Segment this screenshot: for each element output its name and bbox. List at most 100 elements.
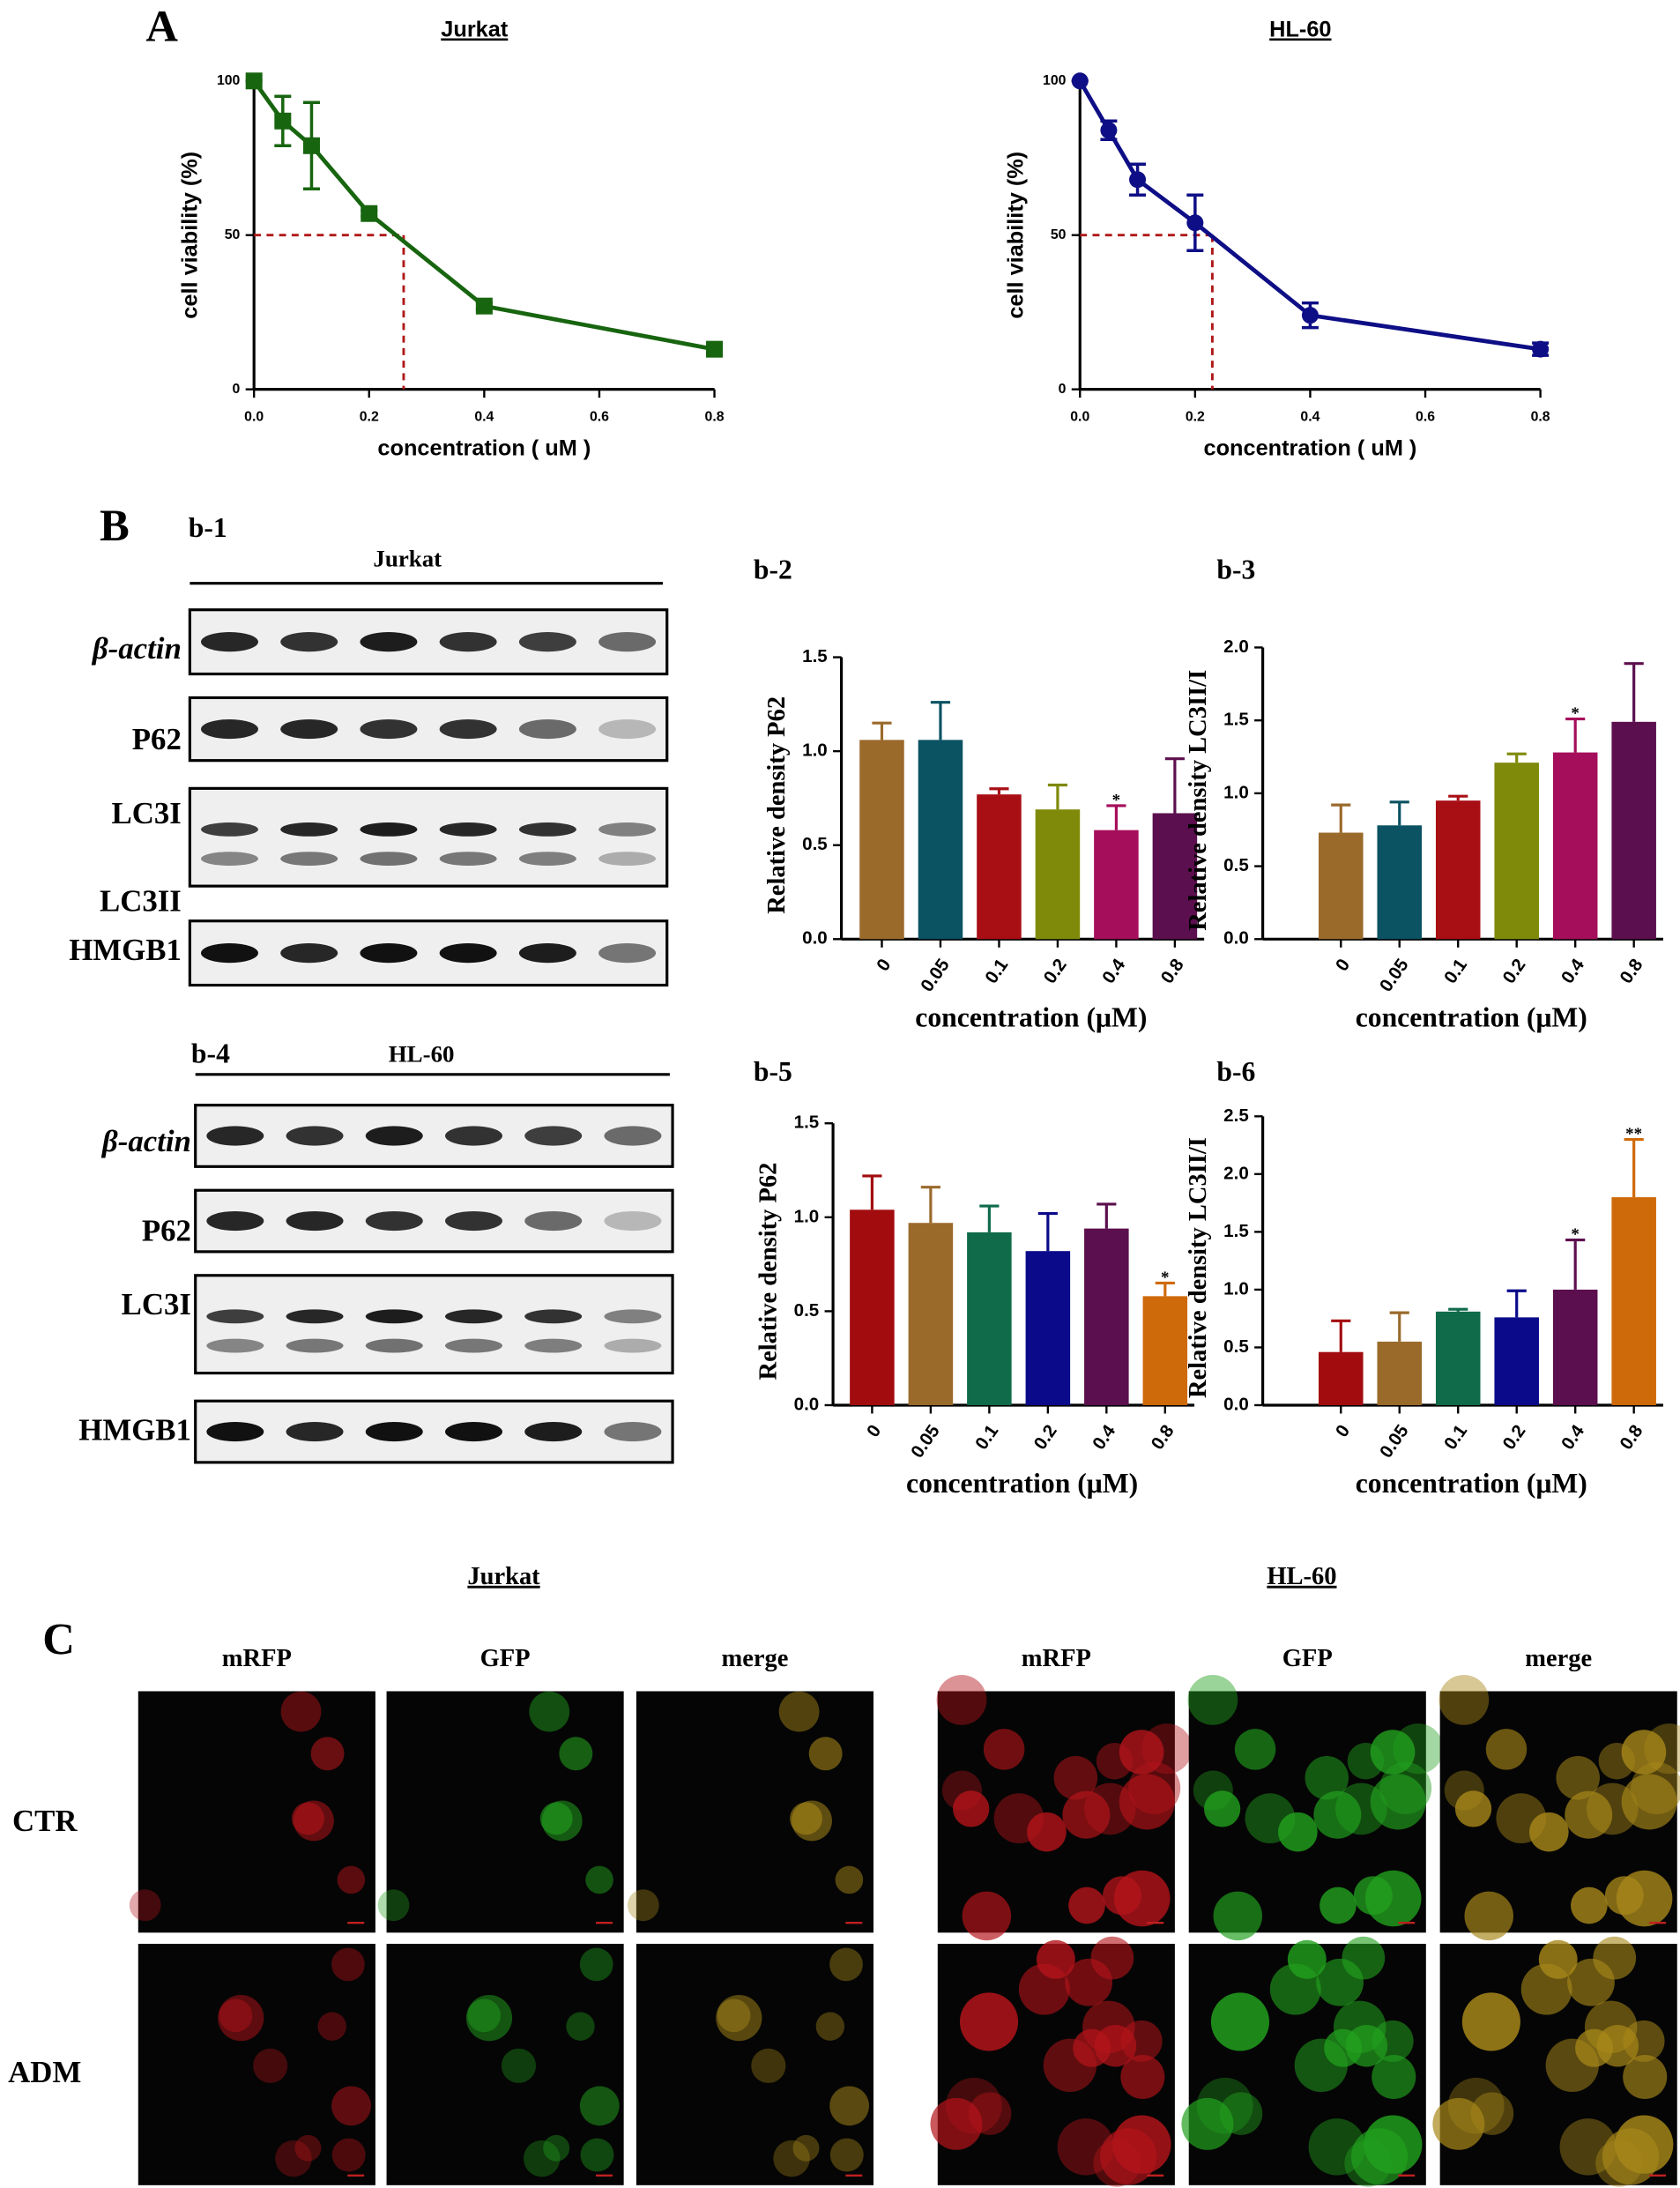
cell [331, 1947, 365, 1982]
cell [1520, 1963, 1572, 2015]
chart-title: b-6 [1216, 1056, 1255, 1087]
blot-band [280, 852, 338, 867]
chart-title: b-3 [1216, 554, 1255, 584]
blot-band [518, 718, 576, 740]
x-tick-label: 0.05 [1376, 1421, 1413, 1462]
cell [1269, 1963, 1321, 2015]
cell [1204, 1790, 1241, 1827]
cell [1027, 1812, 1067, 1852]
y-tick-label: 50 [225, 227, 241, 242]
blot-band [286, 1309, 344, 1324]
blot-box [188, 786, 669, 888]
bar [1611, 721, 1656, 940]
error-bar [1506, 1289, 1527, 1318]
cell [523, 2140, 561, 2177]
bar [1552, 1289, 1598, 1405]
chart-title: b-5 [754, 1056, 792, 1087]
blot-band [206, 1210, 264, 1232]
bar [850, 1209, 895, 1405]
cell [1324, 2028, 1363, 2067]
blot-band [286, 1126, 344, 1146]
chart-title: Jurkat [441, 18, 509, 42]
cell [829, 2086, 870, 2126]
x-tick-label: 0.8 [705, 409, 725, 424]
bar [1494, 763, 1539, 940]
cell [1432, 2097, 1485, 2150]
marker [1071, 72, 1089, 90]
cell [310, 1737, 345, 1771]
cell [1018, 1963, 1070, 2015]
blot-band [200, 822, 258, 837]
marker [475, 297, 493, 315]
cell [829, 1947, 863, 1982]
significance: * [1112, 792, 1120, 810]
protein-label: LC3I [112, 796, 182, 830]
x-tick-label: 0.05 [917, 955, 954, 995]
y-tick-label: 1.5 [1223, 1221, 1249, 1241]
blot-band [518, 852, 576, 867]
error-bar [979, 1204, 1000, 1232]
x-tick-label: 0.1 [981, 955, 1012, 987]
blot-band [280, 822, 338, 837]
cell [1062, 1790, 1111, 1839]
cell [1068, 1887, 1105, 1924]
error-bar [1331, 803, 1351, 833]
protein-label: β-actin [100, 1124, 191, 1158]
x-tick-label: 0.2 [1030, 1421, 1060, 1454]
cell [580, 2138, 614, 2172]
cell [1447, 2077, 1505, 2134]
cell [275, 2140, 312, 2177]
cell [1623, 2054, 1668, 2100]
bar [1319, 832, 1364, 940]
x-tick-label: 0.0 [1070, 409, 1089, 424]
blot-band [445, 1309, 502, 1324]
cell [1621, 1774, 1677, 1830]
bar [1435, 800, 1481, 940]
channel-label: mRFP [222, 1645, 292, 1672]
micrograph [386, 1943, 624, 2185]
x-axis-label: concentration (μM) [906, 1468, 1138, 1499]
blot-box [188, 696, 669, 763]
error-bar [1565, 1238, 1586, 1290]
blot-band [439, 943, 497, 964]
bar [1035, 809, 1081, 940]
cell [1278, 1812, 1318, 1852]
x-tick-label: 0.2 [1498, 1421, 1529, 1454]
cell [1556, 1756, 1600, 1800]
blot-band [524, 1309, 583, 1324]
chart-title: b-2 [754, 554, 792, 584]
x-tick-label: 0.6 [590, 409, 609, 424]
x-tick-label: 0.2 [1040, 955, 1071, 987]
cell [1305, 1756, 1349, 1800]
cell [1350, 2128, 1409, 2185]
blot-band [286, 1421, 344, 1442]
blot-band [524, 1210, 583, 1232]
blot-box [194, 1274, 674, 1375]
cell [1113, 1870, 1171, 1927]
error-bar [1096, 1202, 1117, 1229]
marker [302, 137, 320, 154]
cell [559, 1737, 593, 1771]
cell [1119, 1774, 1175, 1830]
cell [1100, 2128, 1157, 2185]
panel-label: A [145, 1, 178, 50]
bar [1552, 752, 1598, 940]
cell [627, 1889, 659, 1922]
bar [1094, 830, 1139, 940]
cell [1181, 2097, 1234, 2150]
cell [1119, 1730, 1164, 1775]
marker [706, 340, 724, 358]
x-tick-label: 0.8 [1157, 955, 1188, 987]
bar [918, 740, 963, 940]
micrograph [138, 1691, 375, 1933]
x-tick-label: 0.4 [1089, 1421, 1120, 1454]
significance: * [1571, 704, 1579, 723]
protein-label: LC3II [100, 884, 182, 919]
channel-label: merge [1525, 1645, 1592, 1672]
cell [716, 1995, 762, 2042]
blot-band [445, 1338, 502, 1353]
cell [829, 2138, 864, 2172]
x-tick-label: 0.05 [907, 1421, 944, 1462]
channel-label: merge [721, 1645, 788, 1672]
cell [1370, 1774, 1426, 1830]
